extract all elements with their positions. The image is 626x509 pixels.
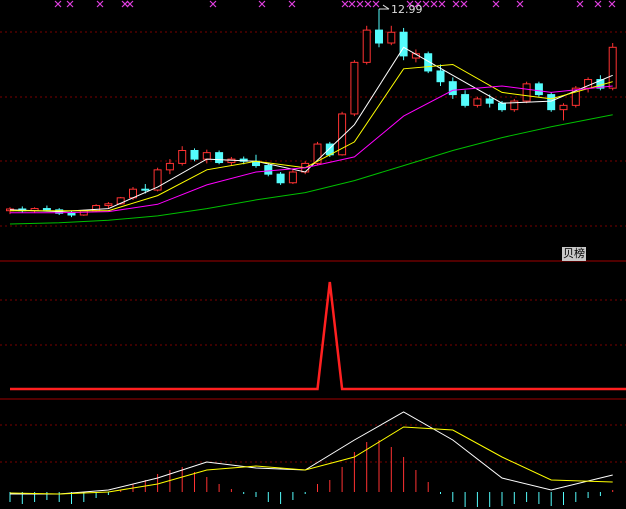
candle-body — [424, 53, 433, 72]
top-marker — [209, 0, 217, 8]
top-marker — [576, 0, 584, 8]
candle-body — [79, 210, 88, 216]
candle-body — [153, 169, 162, 191]
indicator-label: 贝榜 — [563, 246, 585, 260]
top-marker — [422, 0, 430, 8]
candle-body — [522, 83, 531, 102]
top-marker — [258, 0, 266, 8]
top-marker — [356, 0, 364, 8]
top-marker — [516, 0, 524, 8]
candle-body — [288, 171, 297, 184]
indicator-line — [9, 46, 613, 213]
candle-body — [362, 29, 371, 63]
candle-body — [608, 46, 617, 89]
candle-body — [165, 162, 174, 171]
top-marker — [121, 0, 129, 8]
top-marker — [372, 0, 380, 8]
candle-body — [559, 104, 568, 111]
candle-body — [190, 150, 199, 160]
top-marker — [348, 0, 356, 8]
top-marker — [414, 0, 422, 8]
candle-body — [498, 102, 506, 111]
candle-body — [375, 29, 383, 44]
candle-body — [178, 150, 187, 164]
max-label: 12.99 — [391, 3, 423, 16]
candle-body — [571, 87, 580, 106]
max-pointer — [379, 4, 390, 10]
candle-body — [387, 31, 396, 44]
candle-body — [338, 113, 347, 156]
candle-body — [42, 208, 51, 211]
top-marker — [406, 0, 414, 8]
candle-body — [67, 212, 76, 216]
top-marker — [608, 0, 616, 8]
candle-body — [264, 165, 273, 175]
top-marker — [54, 0, 62, 8]
candle-body — [104, 203, 113, 207]
candle-body — [461, 94, 470, 106]
top-marker — [438, 0, 446, 8]
candle-body — [436, 70, 445, 83]
top-marker — [460, 0, 468, 8]
top-marker — [492, 0, 500, 8]
signal-line — [10, 281, 626, 391]
candle-body — [215, 152, 224, 164]
top-marker — [288, 0, 296, 8]
candle-body — [350, 61, 359, 115]
candle-body — [510, 100, 519, 111]
candle-body — [473, 98, 482, 106]
top-marker — [341, 0, 349, 8]
top-marker — [66, 0, 74, 8]
grid — [0, 31, 626, 463]
candle-body — [399, 31, 408, 57]
candle-body — [448, 81, 457, 96]
top-marker — [452, 0, 460, 8]
indicator-line — [9, 114, 613, 225]
indicator-label-box — [562, 247, 586, 261]
candle-body — [313, 143, 322, 164]
candle-body — [547, 94, 556, 111]
candle-body — [534, 83, 543, 96]
candle-body — [485, 98, 494, 104]
top-marker — [126, 0, 134, 8]
top-marker — [96, 0, 104, 8]
indicator-line — [9, 426, 613, 495]
indicator-line — [10, 85, 613, 214]
candle-body — [116, 197, 125, 205]
top-marker — [430, 0, 438, 8]
candle-body — [202, 152, 211, 160]
top-marker — [594, 0, 602, 8]
top-marker — [364, 0, 372, 8]
candle-body — [141, 188, 150, 191]
candle-body — [276, 173, 285, 184]
